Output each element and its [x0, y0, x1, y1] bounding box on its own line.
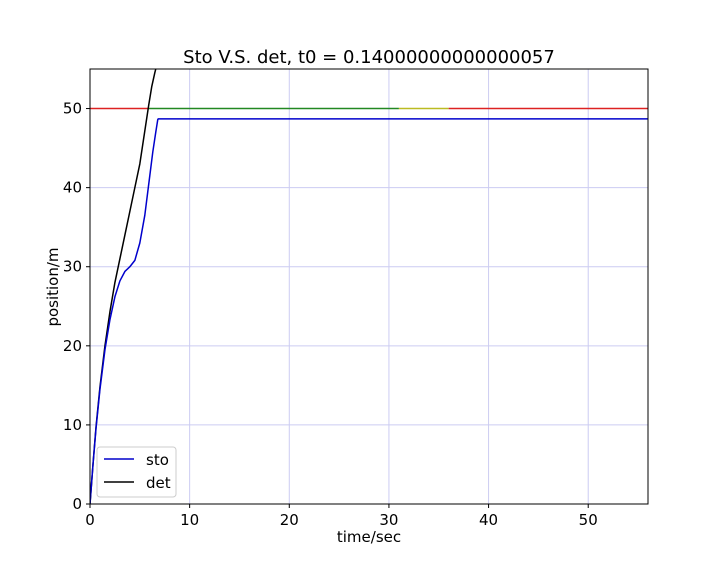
series-line-sto	[90, 118, 648, 504]
y-tick-label: 0	[72, 495, 82, 513]
y-tick-label: 10	[63, 416, 82, 434]
x-tick-label: 0	[85, 511, 95, 529]
legend: sto det	[96, 446, 177, 498]
x-axis: 0 10 20 30 40 50	[85, 504, 598, 529]
x-tick-label: 20	[280, 511, 299, 529]
x-tick-label: 30	[379, 511, 398, 529]
y-tick-label: 50	[63, 100, 82, 118]
legend-label-sto: sto	[146, 451, 169, 469]
plot-frame	[89, 68, 649, 505]
x-tick-label: 10	[180, 511, 199, 529]
y-tick-label: 40	[63, 179, 82, 197]
series-line-det	[90, 69, 157, 504]
y-axis: 0 10 20 30 40 50	[63, 100, 90, 513]
y-tick-label: 20	[63, 337, 82, 355]
legend-label-det: det	[146, 474, 171, 492]
series-layer	[90, 69, 648, 504]
y-axis-label: position/m	[44, 247, 62, 326]
x-tick-label: 40	[479, 511, 498, 529]
x-axis-label: time/sec	[337, 528, 401, 546]
y-tick-label: 30	[63, 258, 82, 276]
chart-title: Sto V.S. det, t0 = 0.14000000000000057	[183, 47, 555, 68]
grid	[90, 69, 648, 504]
x-tick-label: 50	[579, 511, 598, 529]
